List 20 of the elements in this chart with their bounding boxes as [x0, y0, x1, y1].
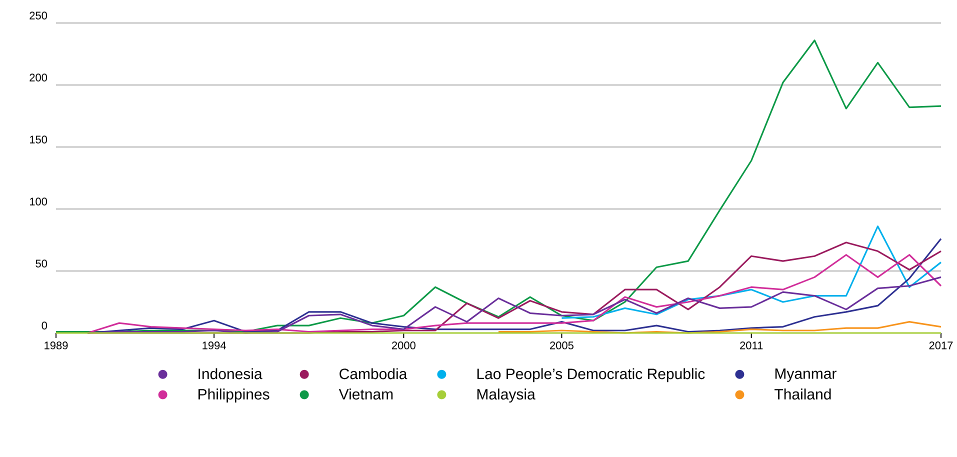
legend-label: Malaysia: [477, 388, 536, 403]
legend-label: Philippines: [198, 388, 270, 403]
y-tick-label: 100: [30, 198, 48, 206]
legend-label: Lao People’s Democratic Republic: [477, 368, 705, 382]
x-tick-label: 2011: [740, 342, 763, 350]
legend-label: Vietnam: [338, 388, 393, 400]
y-tick-label: 200: [30, 74, 48, 82]
x-tick-label: 1989: [44, 342, 68, 350]
x-tick-label: 2005: [550, 342, 574, 350]
legend-label: Indonesia: [198, 368, 262, 380]
legend-label: Thailand: [774, 388, 831, 400]
x-tick-label: 2000: [392, 342, 416, 350]
y-tick-label: 250: [30, 12, 48, 20]
x-tick-label: 1994: [202, 342, 226, 350]
y-tick-label: 0: [42, 322, 48, 330]
legend-label: Myanmar: [775, 368, 836, 382]
y-tick-label: 50: [36, 260, 48, 268]
x-tick-label: 2017: [929, 342, 953, 350]
y-tick-label: 150: [30, 136, 48, 144]
legend-label: Cambodia: [340, 368, 408, 380]
